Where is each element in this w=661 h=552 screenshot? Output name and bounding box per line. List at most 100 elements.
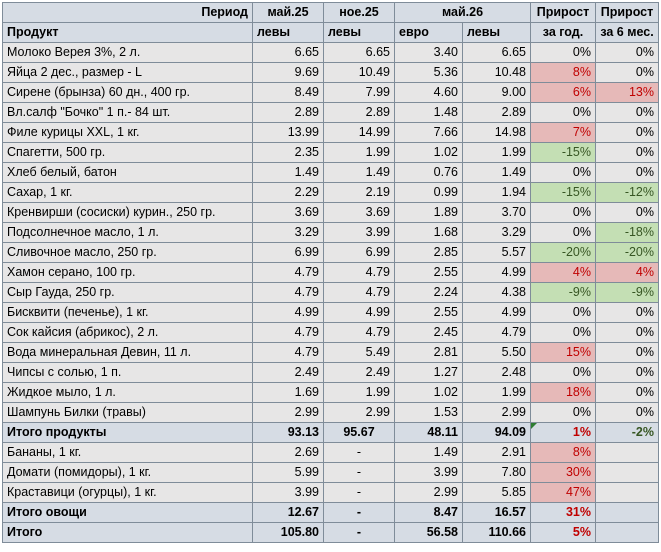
cell-may25[interactable]: 8.49	[252, 82, 324, 103]
cell-growth-year[interactable]: 0%	[530, 322, 596, 343]
cell-may26-lev[interactable]: 2.91	[462, 442, 531, 463]
cell-nov25[interactable]: 4.79	[323, 322, 395, 343]
cell-may26-lev[interactable]: 6.65	[462, 42, 531, 63]
cell-may26-lev[interactable]: 2.99	[462, 402, 531, 423]
cell-product-name[interactable]: Молоко Верея 3%, 2 л.	[2, 42, 253, 63]
cell-growth-6m[interactable]: 0%	[595, 162, 659, 183]
header-may25-unit[interactable]: левы	[252, 22, 324, 43]
cell-growth-6m[interactable]: 0%	[595, 362, 659, 383]
cell-product-name[interactable]: Жидкое мыло, 1 л.	[2, 382, 253, 403]
cell-growth-6m[interactable]: 0%	[595, 122, 659, 143]
cell-nov25[interactable]: -	[323, 442, 395, 463]
header-nov25[interactable]: ное.25	[323, 2, 395, 23]
cell-nov25[interactable]: 2.89	[323, 102, 395, 123]
cell-may26-eur[interactable]: 48.11	[394, 422, 463, 443]
cell-product-name[interactable]: Краставици (огурцы), 1 кг.	[2, 482, 253, 503]
cell-may26-lev[interactable]: 9.00	[462, 82, 531, 103]
cell-product-name[interactable]: Вл.салф "Бочко" 1 п.- 84 шт.	[2, 102, 253, 123]
cell-growth-6m[interactable]: 0%	[595, 142, 659, 163]
cell-may26-eur[interactable]: 2.85	[394, 242, 463, 263]
cell-may26-eur[interactable]: 3.40	[394, 42, 463, 63]
cell-may26-lev[interactable]: 4.99	[462, 302, 531, 323]
header-may26-eur-unit[interactable]: евро	[394, 22, 463, 43]
cell-growth-6m[interactable]: 0%	[595, 42, 659, 63]
cell-growth-6m[interactable]: 0%	[595, 302, 659, 323]
header-growth-year-sub[interactable]: за год.	[530, 22, 596, 43]
cell-may26-eur[interactable]: 2.24	[394, 282, 463, 303]
cell-growth-year[interactable]: -15%	[530, 182, 596, 203]
cell-nov25[interactable]: 1.99	[323, 142, 395, 163]
cell-product-name[interactable]: Сыр Гауда, 250 гр.	[2, 282, 253, 303]
cell-growth-year[interactable]: -20%	[530, 242, 596, 263]
header-growth-6m[interactable]: Прирост	[595, 2, 659, 23]
cell-growth-6m[interactable]: -18%	[595, 222, 659, 243]
cell-product-name[interactable]: Сирене (брынза) 60 дн., 400 гр.	[2, 82, 253, 103]
cell-may26-lev[interactable]: 5.57	[462, 242, 531, 263]
cell-may26-eur[interactable]: 2.55	[394, 262, 463, 283]
cell-growth-year[interactable]: 0%	[530, 402, 596, 423]
cell-nov25[interactable]: -	[323, 502, 395, 523]
cell-may26-eur[interactable]: 2.45	[394, 322, 463, 343]
cell-growth-year[interactable]: 47%	[530, 482, 596, 503]
cell-growth-year[interactable]: -9%	[530, 282, 596, 303]
cell-growth-year[interactable]: 5%	[530, 522, 596, 543]
cell-product-name[interactable]: Спагетти, 500 гр.	[2, 142, 253, 163]
cell-may25[interactable]: 1.49	[252, 162, 324, 183]
cell-may25[interactable]: 3.69	[252, 202, 324, 223]
cell-may26-eur[interactable]: 2.55	[394, 302, 463, 323]
cell-nov25[interactable]: 6.65	[323, 42, 395, 63]
cell-may26-eur[interactable]: 5.36	[394, 62, 463, 83]
cell-nov25[interactable]: 2.99	[323, 402, 395, 423]
cell-product-name[interactable]: Шампунь Билки (травы)	[2, 402, 253, 423]
cell-may26-eur[interactable]: 1.68	[394, 222, 463, 243]
cell-may26-lev[interactable]: 4.38	[462, 282, 531, 303]
cell-growth-year[interactable]: 0%	[530, 42, 596, 63]
cell-nov25[interactable]: 7.99	[323, 82, 395, 103]
cell-nov25[interactable]: 5.49	[323, 342, 395, 363]
cell-nov25[interactable]: 95.67	[323, 422, 395, 443]
cell-nov25[interactable]: 4.99	[323, 302, 395, 323]
cell-may25[interactable]: 2.35	[252, 142, 324, 163]
cell-product-name[interactable]: Филе курицы XXL, 1 кг.	[2, 122, 253, 143]
cell-may26-eur[interactable]: 1.53	[394, 402, 463, 423]
cell-nov25[interactable]: 4.79	[323, 262, 395, 283]
cell-may25[interactable]: 2.49	[252, 362, 324, 383]
cell-may26-lev[interactable]: 94.09	[462, 422, 531, 443]
cell-product-name[interactable]: Хлеб белый, батон	[2, 162, 253, 183]
cell-may26-eur[interactable]: 3.99	[394, 462, 463, 483]
cell-may25[interactable]: 12.67	[252, 502, 324, 523]
cell-nov25[interactable]: -	[323, 482, 395, 503]
cell-may26-lev[interactable]: 1.94	[462, 182, 531, 203]
cell-growth-6m[interactable]	[595, 502, 659, 523]
cell-may25[interactable]: 2.29	[252, 182, 324, 203]
cell-may26-lev[interactable]: 1.99	[462, 382, 531, 403]
cell-may26-lev[interactable]: 4.79	[462, 322, 531, 343]
cell-nov25[interactable]: 2.19	[323, 182, 395, 203]
cell-nov25[interactable]: 3.69	[323, 202, 395, 223]
cell-may25[interactable]: 93.13	[252, 422, 324, 443]
cell-may25[interactable]: 4.79	[252, 282, 324, 303]
cell-growth-year[interactable]: 1%	[530, 422, 596, 443]
cell-may26-eur[interactable]: 1.49	[394, 442, 463, 463]
cell-growth-6m[interactable]	[595, 442, 659, 463]
cell-nov25[interactable]: 10.49	[323, 62, 395, 83]
cell-growth-6m[interactable]: 4%	[595, 262, 659, 283]
cell-may25[interactable]: 13.99	[252, 122, 324, 143]
cell-may26-eur[interactable]: 4.60	[394, 82, 463, 103]
header-may25[interactable]: май.25	[252, 2, 324, 23]
cell-may25[interactable]: 2.69	[252, 442, 324, 463]
cell-growth-year[interactable]: 0%	[530, 202, 596, 223]
cell-nov25[interactable]: 4.79	[323, 282, 395, 303]
cell-growth-6m[interactable]: -9%	[595, 282, 659, 303]
cell-may25[interactable]: 4.79	[252, 262, 324, 283]
cell-growth-6m[interactable]: 0%	[595, 402, 659, 423]
cell-growth-6m[interactable]: 13%	[595, 82, 659, 103]
cell-growth-year[interactable]: 0%	[530, 362, 596, 383]
cell-growth-year[interactable]: 8%	[530, 62, 596, 83]
header-period-label[interactable]: Период	[2, 2, 253, 23]
cell-may26-lev[interactable]: 16.57	[462, 502, 531, 523]
cell-growth-year[interactable]: -15%	[530, 142, 596, 163]
cell-may25[interactable]: 105.80	[252, 522, 324, 543]
cell-growth-year[interactable]: 0%	[530, 102, 596, 123]
header-growth-year[interactable]: Прирост	[530, 2, 596, 23]
